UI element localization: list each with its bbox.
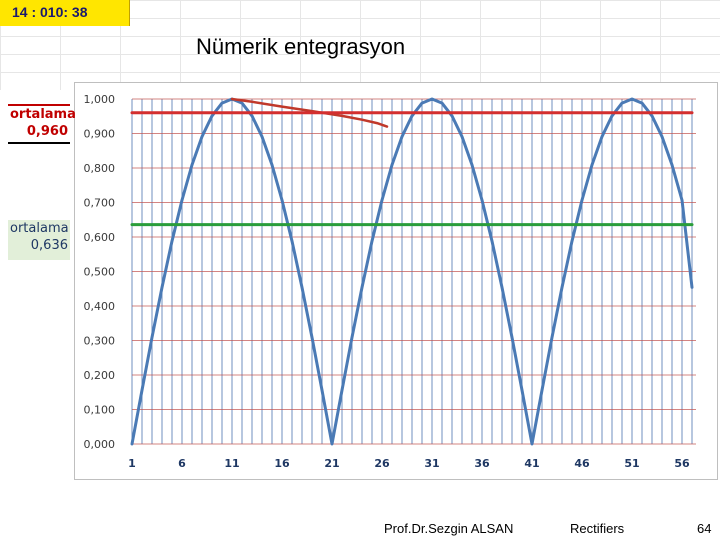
x-tick-label: 36 — [474, 457, 490, 470]
average-red-value: 0,960 — [26, 124, 68, 139]
y-tick-label: 0,200 — [84, 369, 116, 382]
y-tick-label: 0,900 — [84, 128, 116, 141]
chart-area — [74, 82, 718, 480]
average-callout-green: ortalama 0,636 — [8, 220, 70, 260]
x-tick-label: 16 — [274, 457, 290, 470]
x-tick-label: 31 — [424, 457, 439, 470]
average-callout-red: ortalama 0,960 — [8, 104, 76, 144]
y-tick-label: 0,300 — [84, 335, 116, 348]
x-tick-label: 51 — [624, 457, 639, 470]
y-tick-label: 0,500 — [84, 266, 116, 279]
y-tick-label: 0,600 — [84, 231, 116, 244]
y-tick-label: 1,000 — [84, 93, 116, 106]
average-green-label: ortalama — [10, 221, 69, 236]
average-red-label: ortalama — [10, 107, 76, 122]
time-cell: 14 : 010: 38 — [0, 0, 130, 26]
footer-topic: Rectifiers — [570, 521, 625, 536]
y-tick-label: 0,100 — [84, 404, 116, 417]
x-tick-label: 26 — [374, 457, 390, 470]
x-tick-label: 1 — [128, 457, 136, 470]
y-tick-label: 0,800 — [84, 162, 116, 175]
y-tick-label: 0,400 — [84, 300, 116, 313]
x-tick-label: 21 — [324, 457, 339, 470]
footer-page-number: 64 — [697, 521, 712, 536]
x-tick-label: 6 — [178, 457, 186, 470]
page-title: Nümerik entegrasyon — [196, 34, 406, 59]
x-tick-label: 56 — [674, 457, 690, 470]
y-tick-label: 0,700 — [84, 197, 116, 210]
x-tick-label: 11 — [224, 457, 239, 470]
y-tick-label: 0,000 — [84, 438, 116, 451]
x-tick-label: 41 — [524, 457, 539, 470]
rectified-sine-series — [130, 97, 694, 446]
average-green-value: 0,636 — [30, 238, 68, 253]
footer-author: Prof.Dr.Sezgin ALSAN — [384, 521, 514, 536]
x-tick-label: 46 — [574, 457, 590, 470]
